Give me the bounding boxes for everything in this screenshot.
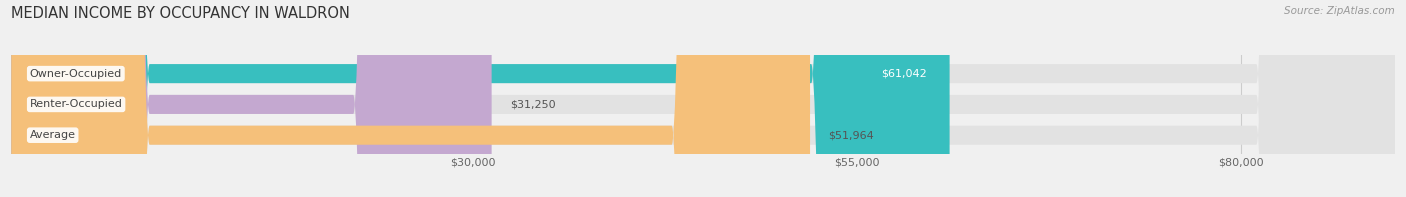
Text: $51,964: $51,964 <box>828 130 875 140</box>
Text: Average: Average <box>30 130 76 140</box>
Text: $61,042: $61,042 <box>880 69 927 79</box>
Text: Owner-Occupied: Owner-Occupied <box>30 69 122 79</box>
Text: Renter-Occupied: Renter-Occupied <box>30 99 122 109</box>
Text: Source: ZipAtlas.com: Source: ZipAtlas.com <box>1284 6 1395 16</box>
FancyBboxPatch shape <box>11 0 1395 197</box>
FancyBboxPatch shape <box>11 0 949 197</box>
FancyBboxPatch shape <box>11 0 1395 197</box>
Text: MEDIAN INCOME BY OCCUPANCY IN WALDRON: MEDIAN INCOME BY OCCUPANCY IN WALDRON <box>11 6 350 21</box>
FancyBboxPatch shape <box>11 0 1395 197</box>
FancyBboxPatch shape <box>11 0 492 197</box>
Text: $31,250: $31,250 <box>510 99 555 109</box>
FancyBboxPatch shape <box>11 0 810 197</box>
